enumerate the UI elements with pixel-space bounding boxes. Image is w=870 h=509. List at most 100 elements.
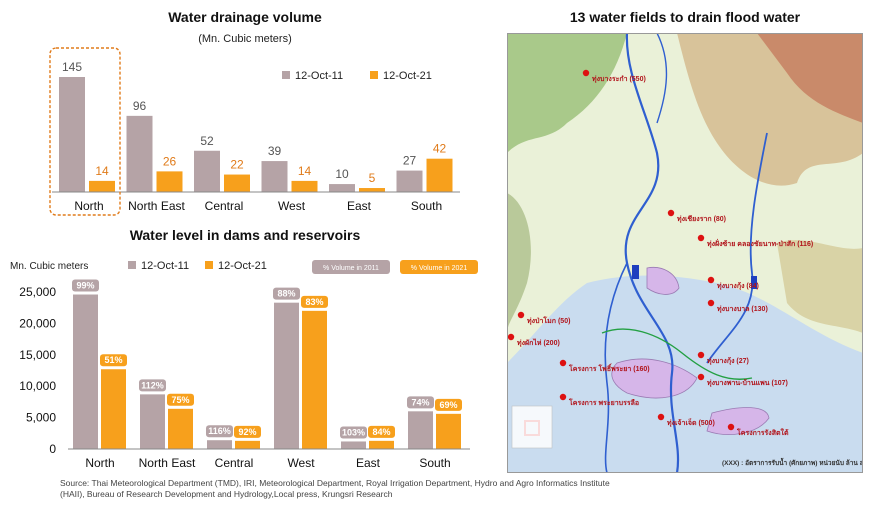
bars-group: 145 14 North 96 26 North East 52 22 Central 39 14 W… bbox=[59, 60, 453, 213]
legend-label: 12-Oct-11 bbox=[295, 70, 343, 82]
data-label: 52 bbox=[200, 134, 214, 148]
terrain-west-hills bbox=[507, 193, 531, 333]
category-label: Central bbox=[215, 456, 254, 470]
map-title: 13 water fields to drain flood water bbox=[569, 9, 801, 25]
bar bbox=[408, 411, 433, 449]
bar bbox=[235, 440, 260, 449]
data-label: 10 bbox=[335, 167, 349, 181]
percent-label-bg bbox=[301, 295, 328, 308]
percent-label-bg bbox=[273, 287, 300, 300]
field-label: ทุ่งผักไห่ (200) bbox=[517, 338, 560, 347]
field-label: ทุ่งบางกุ้ง (84) bbox=[717, 281, 759, 290]
y-tick-label: 5,000 bbox=[26, 411, 56, 425]
category-label: North East bbox=[128, 199, 185, 213]
legend-swatch bbox=[370, 71, 378, 79]
legend-label: 12-Oct-21 bbox=[383, 70, 432, 82]
bar bbox=[73, 294, 98, 449]
percent-label: 92% bbox=[238, 427, 256, 437]
dam-marker bbox=[632, 265, 639, 279]
legend-label: 12-Oct-11 bbox=[141, 260, 189, 272]
legend-label: 12-Oct-21 bbox=[218, 260, 267, 272]
category-label: West bbox=[278, 199, 306, 213]
chart-title: Water drainage volume bbox=[168, 9, 322, 25]
y-tick-label: 0 bbox=[49, 442, 56, 456]
category-label: South bbox=[419, 456, 450, 470]
terrain-south-east bbox=[777, 240, 863, 333]
river-nan bbox=[656, 33, 668, 124]
field-marker bbox=[582, 69, 590, 77]
bar bbox=[369, 440, 394, 449]
north-highlight-box bbox=[49, 47, 121, 216]
map-border bbox=[507, 33, 863, 473]
bar bbox=[101, 369, 126, 449]
dam-water-level-chart: Water level in dams and reservoirs Mn. C… bbox=[10, 227, 478, 470]
bars-group: 99% 51% North 112% 75% North East 116% 92% Centr… bbox=[72, 279, 462, 470]
data-label: 96 bbox=[133, 99, 147, 113]
percent-label-bg bbox=[435, 398, 462, 411]
chart-title: Water level in dams and reservoirs bbox=[130, 227, 361, 243]
percent-label: 74% bbox=[411, 397, 429, 407]
y-tick-label: 15,000 bbox=[19, 348, 56, 362]
bar bbox=[302, 310, 327, 449]
percent-label: 83% bbox=[305, 297, 323, 307]
field-marker bbox=[697, 351, 705, 359]
field-label: ทุ่งฝั่งซ้าย คลองชัยนาท-ป่าสัก (116) bbox=[707, 238, 813, 248]
river-pa-sak bbox=[706, 132, 768, 364]
label-legend-text: % Volume in 2011 bbox=[323, 265, 379, 272]
bar bbox=[329, 184, 355, 192]
percent-label: 75% bbox=[171, 395, 189, 405]
field-label: ทุ่งป่าโมก (50) bbox=[527, 316, 570, 325]
field-marker bbox=[667, 209, 675, 217]
field-marker bbox=[707, 299, 715, 307]
field-marker bbox=[507, 333, 515, 341]
bar bbox=[274, 302, 299, 449]
category-label: North bbox=[85, 456, 114, 470]
percent-label-bg bbox=[167, 393, 194, 406]
data-label: 14 bbox=[95, 164, 109, 178]
category-label: West bbox=[287, 456, 315, 470]
label-legend-box bbox=[312, 260, 390, 274]
bar bbox=[341, 441, 366, 449]
data-label: 27 bbox=[403, 154, 417, 168]
category-label: North bbox=[74, 199, 103, 213]
field-marker bbox=[517, 311, 525, 319]
legend-swatch bbox=[282, 71, 290, 79]
bar bbox=[140, 394, 165, 449]
category-label: North East bbox=[139, 456, 196, 470]
legend-swatch bbox=[128, 261, 136, 269]
y-axis-label: Mn. Cubic meters bbox=[10, 261, 88, 272]
percent-label-bg bbox=[139, 379, 166, 392]
terrain-highland bbox=[757, 33, 863, 123]
field-marker bbox=[697, 373, 705, 381]
percent-label: 116% bbox=[208, 426, 231, 436]
data-label: 22 bbox=[230, 158, 244, 172]
y-axis: 0 5,000 10,000 15,000 20,000 25,000 bbox=[19, 285, 56, 456]
bar bbox=[436, 413, 461, 449]
bar bbox=[168, 408, 193, 449]
bar bbox=[89, 180, 115, 192]
field-label: ทุ่งเชียงราก (80) bbox=[677, 215, 726, 223]
field-marker bbox=[559, 359, 567, 367]
data-label: 26 bbox=[163, 154, 177, 168]
chart-subtitle: (Mn. Cubic meters) bbox=[198, 33, 292, 45]
y-tick-label: 10,000 bbox=[19, 379, 56, 393]
flood-field-chiang-rak bbox=[646, 266, 680, 295]
field-marker bbox=[657, 413, 665, 421]
dam-marker-east bbox=[751, 276, 757, 289]
bar bbox=[426, 158, 453, 192]
field-marker bbox=[697, 234, 705, 242]
percent-label: 112% bbox=[141, 380, 164, 390]
label-legend-text: % Volume in 2021 bbox=[411, 265, 468, 272]
percent-label-bg bbox=[340, 426, 367, 439]
percent-label: 99% bbox=[76, 281, 94, 291]
percent-label: 51% bbox=[104, 355, 122, 365]
canal-green bbox=[601, 328, 753, 380]
data-label: 5 bbox=[369, 171, 376, 185]
bar bbox=[224, 174, 250, 192]
percent-label: 103% bbox=[342, 427, 365, 437]
field-label: (XXX) : อัตราการรับน้ำ (ศักยภาพ) หน่วยนั… bbox=[722, 457, 863, 467]
data-label: 42 bbox=[433, 142, 447, 156]
bar bbox=[261, 161, 288, 192]
percent-label: 84% bbox=[372, 427, 390, 437]
field-label: โครงการรังสิตใต้ bbox=[736, 428, 789, 437]
